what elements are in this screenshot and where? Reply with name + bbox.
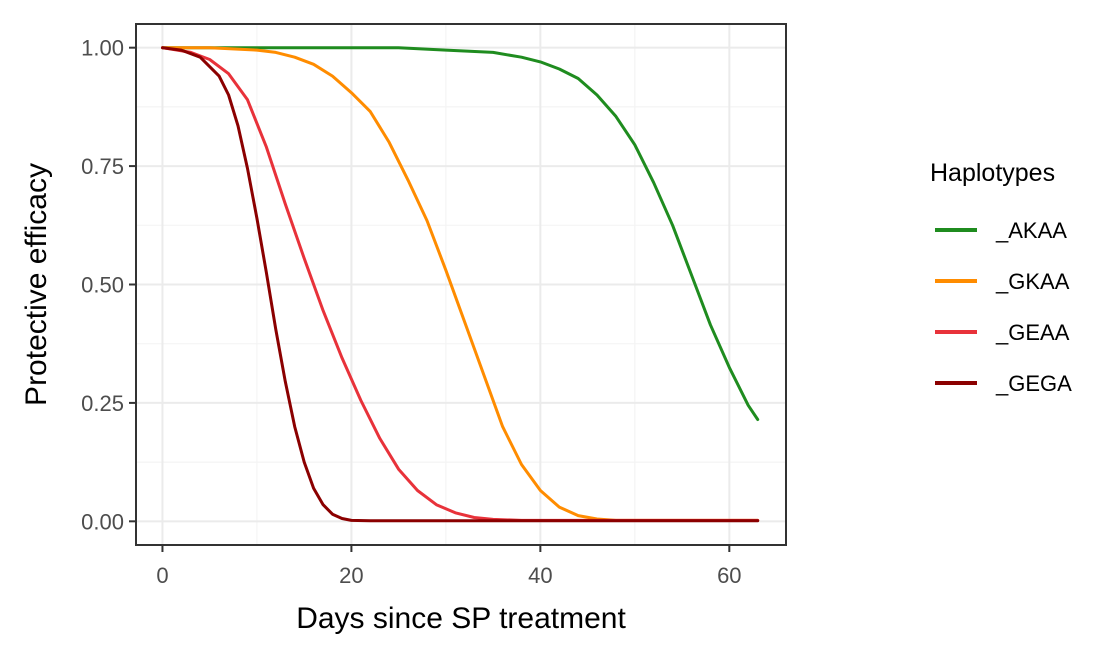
legend-title: Haplotypes — [930, 159, 1055, 187]
series-line-geaa — [161, 46, 760, 522]
series-line-gega — [161, 46, 760, 523]
x-tick-label: 40 — [528, 563, 552, 588]
y-tick-label: 0.00 — [81, 509, 124, 534]
legend-label-gkaa: _GKAA — [995, 269, 1070, 294]
series-line-gkaa — [161, 46, 760, 522]
axes: 0 20 40 60 0.00 0.25 0.50 0.75 1.00 — [81, 36, 741, 588]
series-line-akaa — [161, 46, 760, 421]
x-axis-title: Days since SP treatment — [296, 602, 626, 635]
legend-label-akaa: _AKAA — [995, 218, 1067, 243]
y-axis-title: Protective efficacy — [20, 163, 53, 406]
grid — [136, 24, 786, 545]
y-tick-label: 0.75 — [81, 154, 124, 179]
y-tick-label: 1.00 — [81, 36, 124, 61]
legend-label-gega: _GEGA — [995, 371, 1072, 396]
legend: Haplotypes _AKAA _GKAA _GEAA _GEGA — [930, 159, 1072, 396]
y-tick-label: 0.25 — [81, 391, 124, 416]
x-tick-label: 60 — [717, 563, 741, 588]
legend-label-geaa: _GEAA — [995, 320, 1070, 345]
y-tick-label: 0.50 — [81, 273, 124, 298]
x-tick-label: 20 — [339, 563, 363, 588]
x-tick-label: 0 — [156, 563, 168, 588]
legend-items: _AKAA _GKAA _GEAA _GEGA — [935, 218, 1072, 396]
series-lines — [161, 46, 760, 523]
